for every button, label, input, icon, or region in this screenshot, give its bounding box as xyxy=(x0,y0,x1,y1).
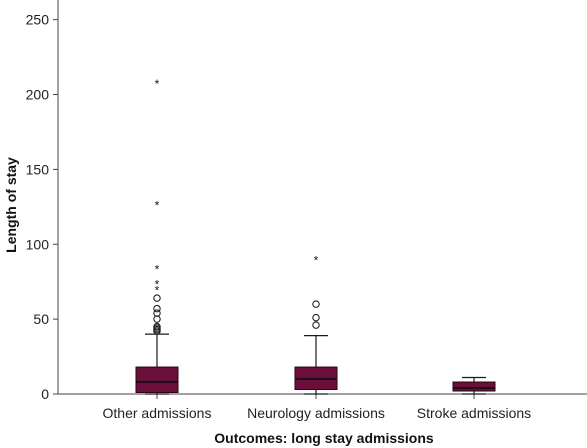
x-tick-label: Other admissions xyxy=(103,405,212,421)
y-tick-label: 150 xyxy=(26,161,50,177)
y-axis: 0 50 100 150 200 250 xyxy=(26,0,59,402)
x-axis-title: Outcomes: long stay admissions xyxy=(214,430,434,446)
extreme-point: * xyxy=(155,77,160,91)
y-tick-label: 100 xyxy=(26,236,50,252)
extreme-point: * xyxy=(155,263,160,277)
extreme-point: * xyxy=(155,284,160,298)
outlier-point xyxy=(153,322,161,331)
extreme-point: * xyxy=(155,198,160,212)
x-tick-label: Stroke admissions xyxy=(417,405,531,421)
extreme-point: * xyxy=(155,278,160,292)
x-axis: Other admissions Neurology admissions Stro… xyxy=(58,393,587,421)
outlier-point xyxy=(153,294,161,302)
y-tick-label: 200 xyxy=(26,87,50,103)
box-iqr xyxy=(452,381,496,392)
y-axis-title: Length of stay xyxy=(3,157,19,253)
outlier-point xyxy=(312,313,320,322)
outlier-point xyxy=(153,304,161,313)
y-tick-label: 250 xyxy=(26,12,50,28)
box-group xyxy=(452,376,496,395)
outlier-point xyxy=(312,321,320,329)
box-group: ***** xyxy=(135,77,179,395)
box-group: * xyxy=(294,254,338,395)
y-tick-label: 0 xyxy=(41,386,49,402)
box-iqr xyxy=(135,366,179,394)
outlier-point xyxy=(153,309,161,317)
extreme-point: * xyxy=(314,254,319,268)
y-tick-label: 50 xyxy=(33,311,49,327)
outlier-point xyxy=(312,300,320,308)
box-series: ****** xyxy=(135,77,496,395)
x-tick-label: Neurology admissions xyxy=(247,405,385,421)
